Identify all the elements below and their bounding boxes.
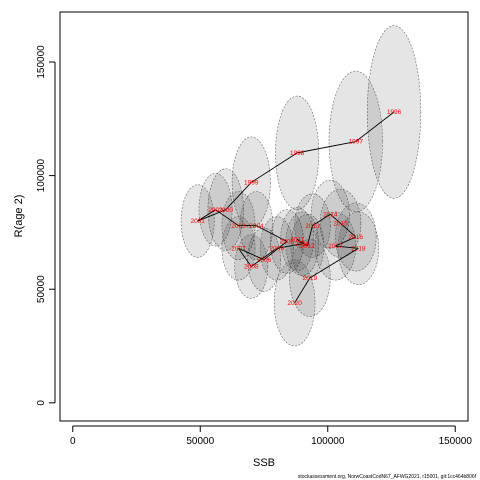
year-label-2012: 2012 bbox=[300, 243, 315, 250]
path-segment-1996-1997 bbox=[355, 111, 395, 142]
year-label-2011: 2011 bbox=[290, 236, 304, 243]
x-tick-label-150000: 150000 bbox=[439, 436, 473, 447]
path-segment-2017-2018 bbox=[335, 245, 359, 249]
confidence-ellipses bbox=[180, 25, 422, 347]
path-segment-2018-2019 bbox=[309, 247, 359, 279]
x-tick-label-100000: 100000 bbox=[311, 436, 345, 447]
year-label-2005: 2005 bbox=[280, 239, 295, 246]
path-segment-1999-2000 bbox=[225, 182, 252, 210]
plot-frame bbox=[59, 11, 469, 422]
year-label-1998: 1998 bbox=[290, 150, 305, 157]
x-tick-label-50000: 50000 bbox=[186, 436, 214, 447]
path-segment-2005-2006 bbox=[263, 241, 288, 261]
path-segment-2016-2017 bbox=[335, 236, 356, 247]
x-tick-label-0: 0 bbox=[70, 436, 76, 447]
path-segment-2019-2020 bbox=[294, 277, 311, 304]
path-segment-2002-2003 bbox=[215, 209, 239, 226]
footer-source: stockassessment.org, NorwCoastCodN67_AFW… bbox=[298, 474, 477, 480]
year-label-2003: 2003 bbox=[231, 223, 246, 230]
year-label-2014: 2014 bbox=[323, 211, 338, 218]
path-segment-2012-2013 bbox=[306, 225, 313, 247]
year-label-1997: 1997 bbox=[349, 139, 364, 146]
path-segment-2006-2007 bbox=[238, 247, 265, 261]
year-label-2000: 2000 bbox=[219, 207, 234, 214]
y-axis: 0 50000 100000 150000 bbox=[36, 45, 56, 406]
year-label-1999: 1999 bbox=[244, 180, 259, 187]
year-label-2007: 2007 bbox=[231, 246, 246, 253]
y-tick-label-50000: 50000 bbox=[36, 275, 47, 303]
year-label-2018: 2018 bbox=[351, 246, 366, 253]
recruitment-path bbox=[197, 111, 395, 304]
year-label-1996: 1996 bbox=[387, 109, 402, 116]
year-label-2016: 2016 bbox=[349, 234, 364, 241]
y-axis-title: R(age 2) bbox=[13, 195, 25, 238]
path-segment-2004-2005 bbox=[256, 225, 288, 242]
path-segment-2008-2009 bbox=[250, 247, 278, 267]
path-segment-1997-1998 bbox=[297, 141, 356, 154]
year-label-2020: 2020 bbox=[287, 300, 302, 307]
year-label-2015: 2015 bbox=[333, 221, 348, 228]
year-label-2013: 2013 bbox=[305, 223, 320, 230]
y-tick-label-0: 0 bbox=[36, 400, 47, 406]
path-segment-1998-1999 bbox=[251, 152, 298, 183]
path-segment-2001-2002 bbox=[197, 209, 216, 222]
path-segment-2007-2008 bbox=[238, 248, 252, 267]
path-segment-2011-2012 bbox=[296, 238, 308, 247]
year-label-2006: 2006 bbox=[257, 257, 272, 264]
year-label-2002: 2002 bbox=[208, 207, 223, 214]
year-label-2019: 2019 bbox=[303, 275, 318, 282]
year-label-2001: 2001 bbox=[190, 218, 205, 225]
y-tick-label-150000: 150000 bbox=[36, 45, 47, 79]
path-segment-2000-2001 bbox=[197, 209, 226, 222]
path-segment-2009-2010 bbox=[276, 243, 303, 249]
x-axis: 0 50000 100000 150000 bbox=[70, 425, 473, 447]
year-label-2008: 2008 bbox=[244, 264, 259, 271]
year-label-2017: 2017 bbox=[328, 243, 343, 250]
year-label-2009: 2009 bbox=[270, 246, 285, 253]
x-axis-title: SSB bbox=[253, 457, 275, 469]
year-label-2004: 2004 bbox=[249, 223, 264, 230]
path-segment-2014-2015 bbox=[330, 213, 341, 224]
year-label-2010: 2010 bbox=[295, 241, 310, 248]
y-tick-label-100000: 100000 bbox=[36, 158, 47, 192]
path-segment-2013-2014 bbox=[312, 213, 331, 226]
path-segment-2015-2016 bbox=[340, 222, 357, 238]
